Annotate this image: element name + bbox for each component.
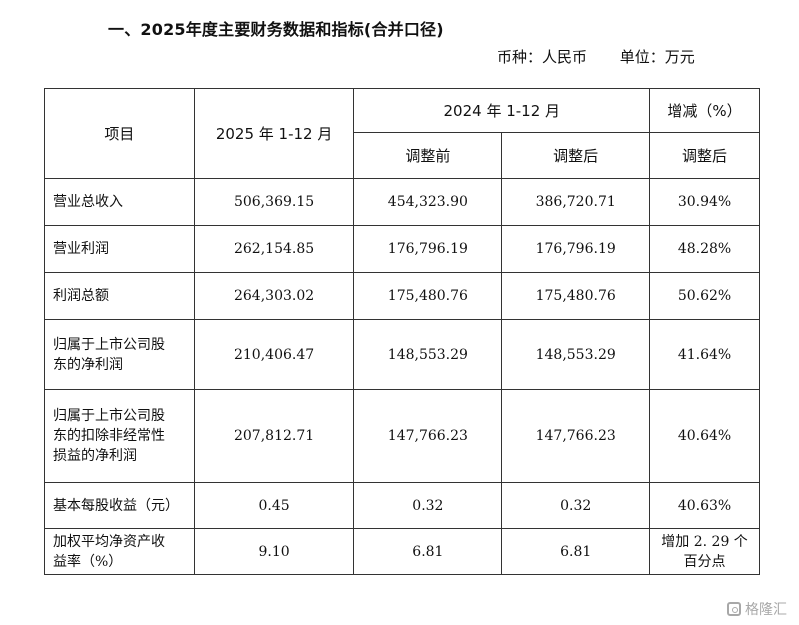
table-row: 归属于上市公司股 东的扣除非经常性 损益的净利润 207,812.71 147,…	[44, 389, 760, 483]
table-row: 归属于上市公司股 东的净利润 210,406.47 148,553.29 148…	[44, 319, 760, 390]
after-value: 6.81	[501, 528, 651, 575]
after-value: 176,796.19	[501, 225, 651, 273]
change-line: 增加 2. 29 个	[661, 533, 748, 550]
change-value: 30.94%	[649, 178, 760, 226]
after-value: 386,720.71	[501, 178, 651, 226]
current-value: 9.10	[193, 528, 355, 575]
row-label-line: 归属于上市公司股	[53, 336, 165, 353]
currency-label: 币种：人民币	[497, 48, 588, 66]
current-value: 207,812.71	[193, 389, 355, 483]
unit-label: 单位：万元	[619, 48, 695, 66]
row-label: 营业利润	[44, 225, 195, 273]
header-change-after-adjust: 调整后	[649, 132, 760, 179]
before-value: 6.81	[353, 528, 503, 575]
row-label: 利润总额	[44, 272, 195, 320]
before-value: 175,480.76	[353, 272, 503, 320]
after-value: 175,480.76	[501, 272, 651, 320]
change-value: 增加 2. 29 个 百分点	[649, 528, 760, 575]
table-row: 营业总收入 506,369.15 454,323.90 386,720.71 3…	[44, 178, 760, 226]
change-value: 41.64%	[649, 319, 760, 390]
row-label-line: 加权平均净资产收	[53, 533, 165, 550]
before-value: 148,553.29	[353, 319, 503, 390]
change-value: 40.63%	[649, 482, 760, 529]
after-value: 0.32	[501, 482, 651, 529]
unit-note: 币种：人民币 单位：万元	[497, 46, 695, 67]
current-value: 210,406.47	[193, 319, 355, 390]
table-row: 营业利润 262,154.85 176,796.19 176,796.19 48…	[44, 225, 760, 273]
header-item: 项目	[44, 88, 195, 179]
section-title: 一、2025年度主要财务数据和指标(合并口径)	[108, 20, 444, 39]
row-label: 营业总收入	[44, 178, 195, 226]
change-value: 48.28%	[649, 225, 760, 273]
table-row: 利润总额 264,303.02 175,480.76 175,480.76 50…	[44, 272, 760, 320]
header-current-period: 2025 年 1-12 月	[193, 88, 355, 179]
header-before-adjust: 调整前	[353, 132, 503, 179]
change-line: 百分点	[683, 553, 726, 570]
gelonghui-logo-icon	[727, 602, 741, 616]
row-label: 归属于上市公司股 东的净利润	[44, 319, 195, 390]
current-value: 506,369.15	[193, 178, 355, 226]
before-value: 176,796.19	[353, 225, 503, 273]
financial-data-table: 项目 2025 年 1-12 月 2024 年 1-12 月 增减（%） 调整前…	[44, 88, 760, 575]
after-value: 148,553.29	[501, 319, 651, 390]
row-label-line: 东的净利润	[53, 356, 123, 373]
table-row: 基本每股收益（元） 0.45 0.32 0.32 40.63%	[44, 482, 760, 529]
row-label: 归属于上市公司股 东的扣除非经常性 损益的净利润	[44, 389, 195, 483]
row-label-line: 东的扣除非经常性	[53, 428, 165, 444]
watermark: 格隆汇	[727, 599, 787, 619]
table-row: 加权平均净资产收 益率（%） 9.10 6.81 6.81 增加 2. 29 个…	[44, 528, 760, 575]
change-value: 40.64%	[649, 389, 760, 483]
row-label-line: 损益的净利润	[53, 448, 137, 464]
before-value: 454,323.90	[353, 178, 503, 226]
current-value: 0.45	[193, 482, 355, 529]
row-label: 加权平均净资产收 益率（%）	[44, 528, 195, 575]
before-value: 0.32	[353, 482, 503, 529]
header-prior-period: 2024 年 1-12 月	[353, 88, 651, 133]
current-value: 262,154.85	[193, 225, 355, 273]
row-label: 基本每股收益（元）	[44, 482, 195, 529]
header-after-adjust: 调整后	[501, 132, 651, 179]
change-value: 50.62%	[649, 272, 760, 320]
after-value: 147,766.23	[501, 389, 651, 483]
before-value: 147,766.23	[353, 389, 503, 483]
row-label-line: 益率（%）	[53, 553, 123, 570]
current-value: 264,303.02	[193, 272, 355, 320]
row-label-line: 归属于上市公司股	[53, 408, 165, 424]
watermark-text: 格隆汇	[745, 602, 787, 618]
header-change: 增减（%）	[649, 88, 760, 133]
